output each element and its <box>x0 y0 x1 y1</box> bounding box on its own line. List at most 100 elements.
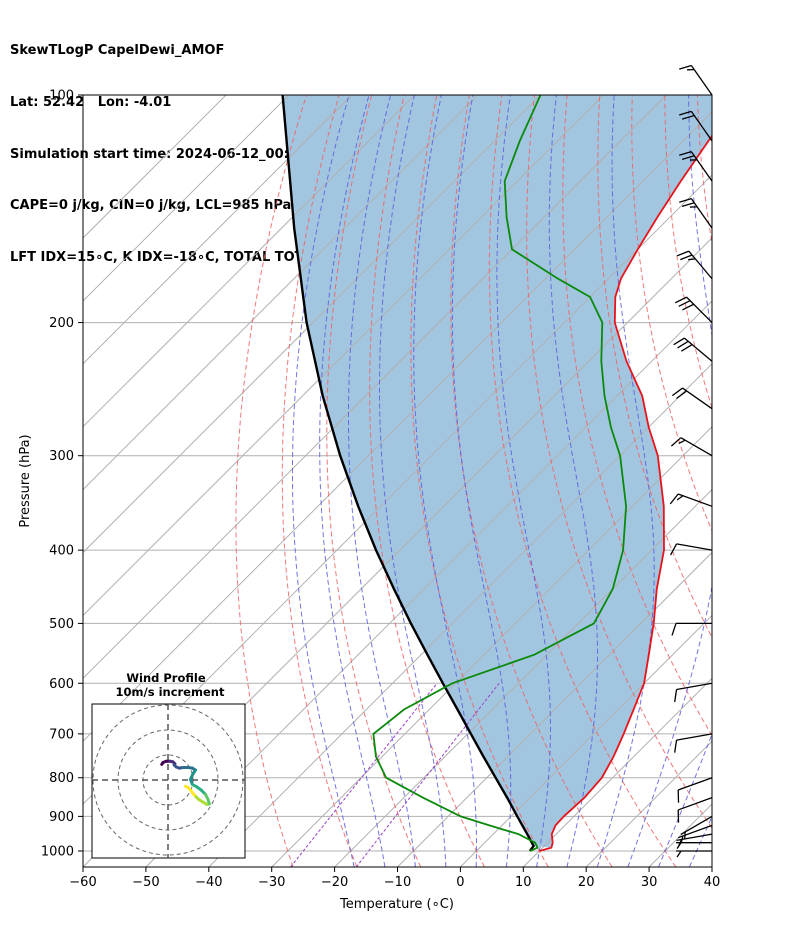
wind-barb <box>676 842 712 850</box>
wind-barb-feather <box>674 689 678 703</box>
mixing-ratio-line <box>355 682 500 867</box>
wind-barb-staff <box>690 65 713 96</box>
moist-adiabat-line <box>379 95 447 867</box>
wind-barb-feather <box>679 110 692 116</box>
header-line-1: SkewTLogP CapelDewi_AMOF <box>10 43 225 59</box>
y-tick-label: 400 <box>49 544 74 559</box>
dry-adiabat-line <box>763 95 794 867</box>
wind-barb <box>680 815 713 840</box>
moist-adiabat-line <box>548 95 598 867</box>
isotherm-line <box>145 300 712 867</box>
wind-barb-feather <box>681 202 695 207</box>
x-tick-label: −60 <box>69 875 96 890</box>
inset-subtitle: 10m/s increment <box>116 685 225 699</box>
wind-barb-feather <box>671 387 683 397</box>
y-tick-label: 600 <box>49 677 74 692</box>
x-tick-label: −30 <box>258 875 285 890</box>
dry-adiabat-line <box>281 95 358 867</box>
wind-barb-staff <box>677 777 713 791</box>
wind-barb-feather <box>669 543 678 556</box>
wind-barb <box>676 250 713 280</box>
isotherm-line <box>397 551 712 867</box>
y-tick-label: 900 <box>49 810 74 825</box>
wind-barb-feather <box>682 303 694 311</box>
wind-barb-feather <box>676 390 688 400</box>
wind-barb-staff <box>677 493 713 507</box>
wind-barb-staff <box>680 815 713 835</box>
dry-adiabat-line <box>562 95 712 737</box>
y-tick-label: 100 <box>49 89 74 104</box>
wind-barb-staff <box>688 250 713 280</box>
wind-barb <box>679 198 713 229</box>
plot-area <box>83 95 794 867</box>
moist-adiabat-line <box>720 95 794 867</box>
isotherm-line <box>83 111 712 742</box>
x-tick-label: 30 <box>641 875 658 890</box>
moist-adiabat-line <box>496 95 551 867</box>
wind-barb <box>674 682 713 703</box>
isotherm-line <box>711 866 712 867</box>
wind-barb-feather <box>677 340 689 349</box>
isotherm-line <box>334 488 712 867</box>
header-line-2: Lat: 52.42 Lon: -4.01 <box>10 95 172 111</box>
wind-barb-feather <box>681 114 695 120</box>
x-tick-label: 0 <box>456 875 464 890</box>
x-tick-label: −20 <box>321 875 348 890</box>
isotherm-line <box>83 95 416 428</box>
wind-barb-feather <box>676 850 682 858</box>
wind-barb-staff <box>690 151 713 182</box>
isotherm-line <box>83 95 667 680</box>
isotherm-line <box>83 95 227 239</box>
wind-barb <box>679 151 713 182</box>
moist-adiabat-line <box>319 95 386 867</box>
wind-barb-staff <box>677 824 713 839</box>
x-tick-label: −40 <box>195 875 222 890</box>
wind-barb-feather <box>676 495 684 501</box>
wind-barb-feather <box>679 151 692 156</box>
wind-barb-staff <box>684 337 713 362</box>
dry-adiabat-line <box>730 95 794 867</box>
wind-barb-feather <box>673 337 685 346</box>
wind-barb-feather <box>679 64 692 70</box>
wind-barb <box>671 387 713 410</box>
dry-adiabat-line <box>235 95 307 867</box>
y-tick-label: 500 <box>49 617 74 632</box>
wind-barb-feather <box>678 300 691 307</box>
wind-barb-staff <box>690 111 713 142</box>
wind-barb-feather <box>670 437 682 447</box>
y-tick-label: 1000 <box>41 844 74 859</box>
temperature-profile-line <box>539 134 712 852</box>
wind-barb <box>676 850 712 858</box>
hodograph-segment <box>184 784 190 789</box>
mixing-ratio-line <box>290 682 438 867</box>
dry-adiabat-line <box>450 95 613 867</box>
wind-barb-feather <box>680 835 684 844</box>
wind-barb-feather <box>680 254 693 261</box>
isotherm-line <box>83 95 604 617</box>
wind-barb-staff <box>682 387 713 410</box>
wind-barb-staff <box>686 296 713 324</box>
x-tick-label: 20 <box>578 875 595 890</box>
wind-barb-feather <box>681 344 693 352</box>
wind-barb-feather <box>688 258 696 261</box>
parcel-profile-line <box>281 95 536 852</box>
wind-barb <box>669 493 713 507</box>
isotherm-line <box>460 614 712 867</box>
wind-barb <box>674 296 713 324</box>
wind-barb-feather <box>678 839 683 847</box>
wind-barb-staff <box>676 682 713 691</box>
wind-barb <box>671 622 712 636</box>
moist-adiabats <box>292 95 794 867</box>
wind-barb-feather <box>674 740 678 753</box>
dry-adiabat-line <box>597 95 712 639</box>
wind-barb <box>679 110 713 142</box>
y-tick-label: 300 <box>49 449 74 464</box>
moist-adiabat-line <box>413 95 477 867</box>
dry-adiabat-line <box>410 95 549 867</box>
wind-barb-feather <box>671 623 677 636</box>
isotherm-line <box>83 95 478 491</box>
wind-barb-feather <box>681 155 695 161</box>
isotherm-line <box>522 677 712 867</box>
y-tick-label: 700 <box>49 727 74 742</box>
